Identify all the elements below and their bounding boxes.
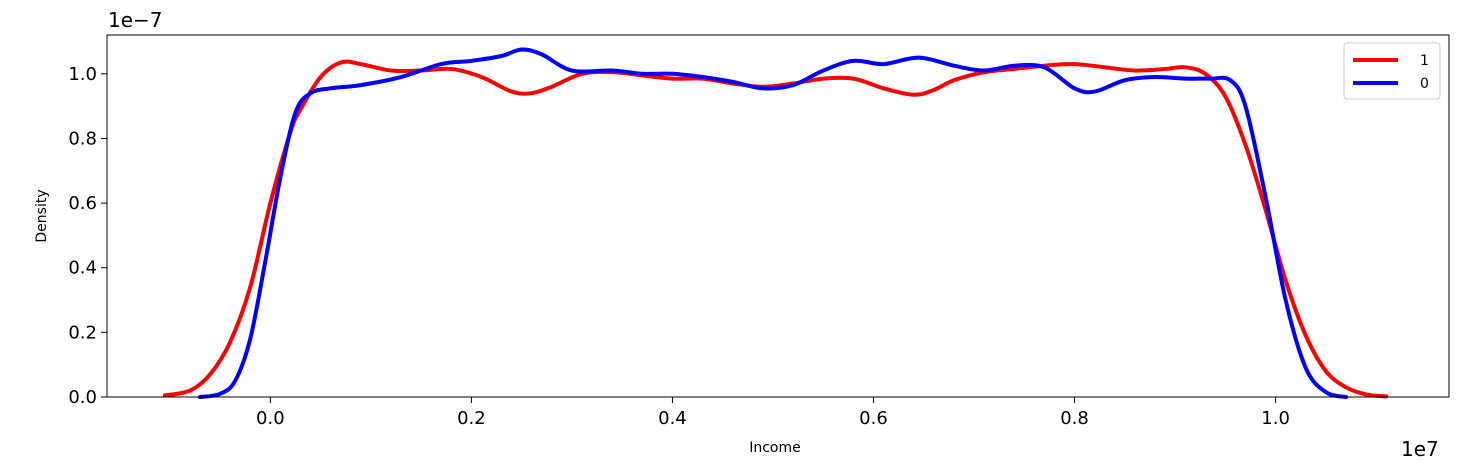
plot-frame [106,34,1450,398]
x-tick-label: 0.4 [658,408,687,429]
x-tick-label: 0.8 [1060,408,1089,429]
legend-label-series-1: 1 [1420,53,1429,69]
y-tick-label: 1.0 [68,64,97,85]
y-offset-label: 1e−7 [108,8,163,32]
y-tick-label: 0.0 [68,387,97,408]
series-line-0 [197,47,1348,399]
x-tick-label: 0.2 [457,408,486,429]
x-axis-label: Income [749,440,801,456]
series-lines [162,47,1389,399]
x-tick-label: 1.0 [1261,408,1290,429]
x-offset-label: 1e7 [1401,437,1439,461]
x-tick-label: 0.6 [859,408,888,429]
y-axis-ticks: 0.0 0.2 0.4 0.6 0.8 1.0 [68,64,107,408]
y-tick-label: 0.4 [68,258,97,279]
x-axis-ticks: 0.0 0.2 0.4 0.6 0.8 1.0 [256,397,1290,429]
y-tick-label: 0.6 [68,193,97,214]
y-tick-label: 0.2 [68,322,97,343]
y-tick-label: 0.8 [68,128,97,149]
x-tick-label: 0.0 [256,408,285,429]
y-axis-label: Density [34,189,50,242]
legend: 1 0 [1343,42,1441,100]
series-line-1 [162,59,1389,399]
legend-label-series-0: 0 [1420,76,1429,92]
